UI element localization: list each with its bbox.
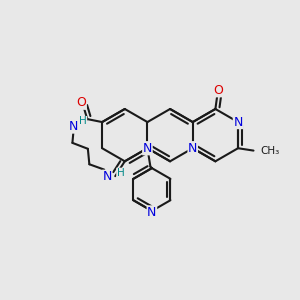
Text: H: H (79, 116, 87, 127)
Text: N: N (102, 170, 112, 183)
Text: H: H (117, 168, 124, 178)
Text: N: N (188, 142, 197, 155)
Text: N: N (69, 120, 79, 133)
Text: N: N (233, 116, 243, 129)
Text: N: N (143, 142, 152, 155)
Text: N: N (147, 206, 157, 219)
Text: O: O (213, 84, 223, 97)
Text: O: O (76, 96, 86, 109)
Text: CH₃: CH₃ (260, 146, 279, 156)
